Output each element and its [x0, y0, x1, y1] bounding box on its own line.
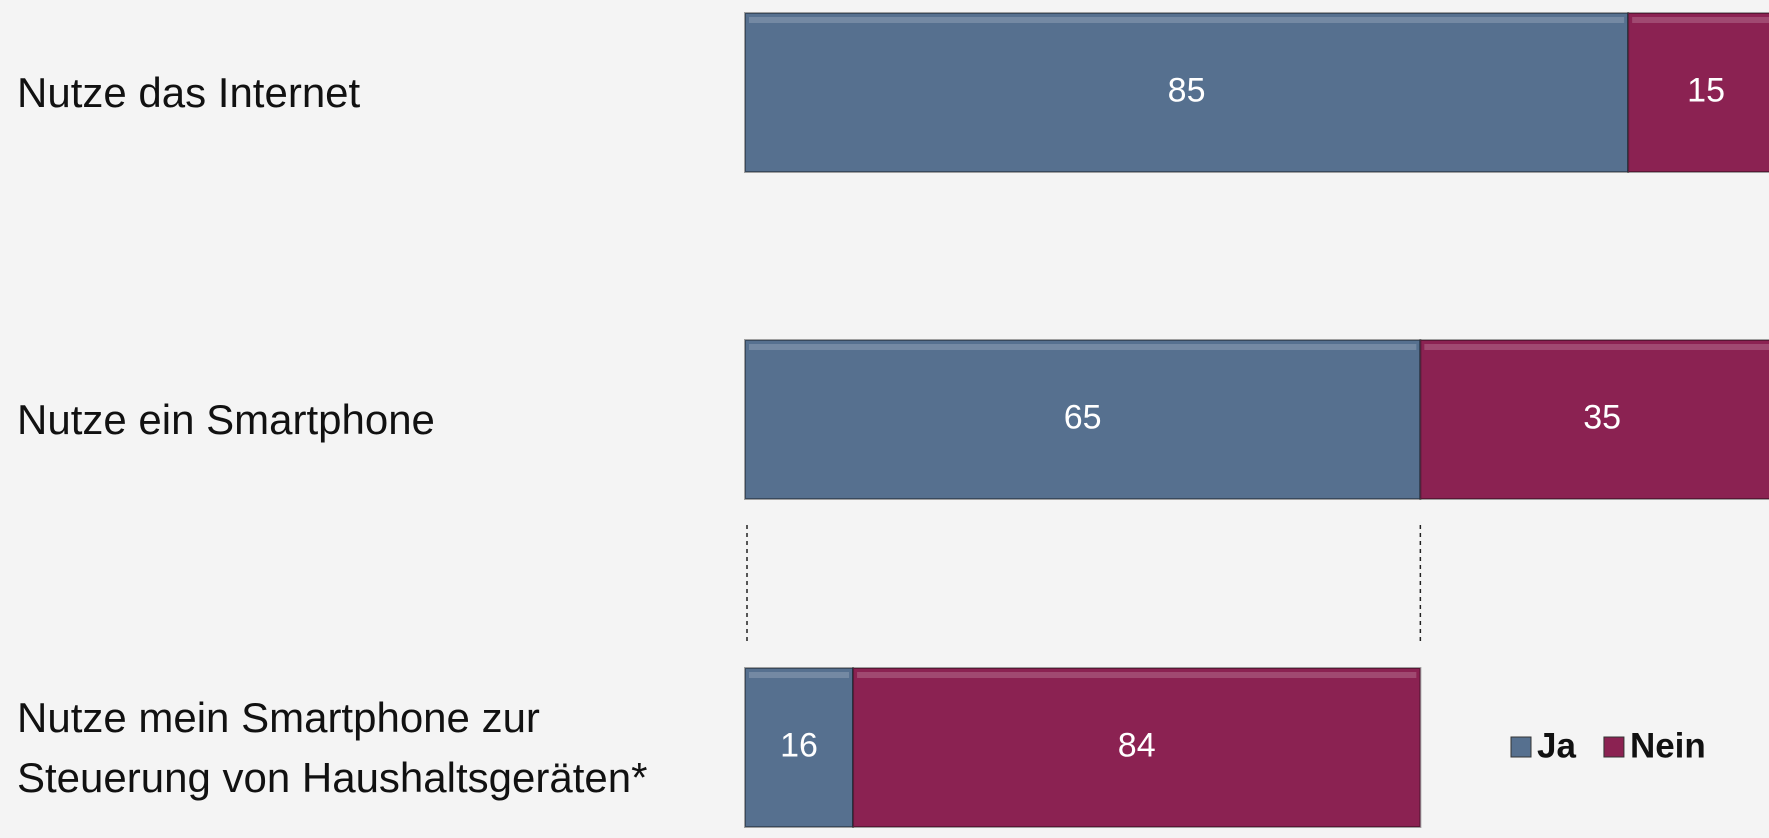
value-label: 84	[1118, 726, 1156, 764]
bar-segment	[1419, 339, 1769, 500]
legend-swatch	[1603, 736, 1625, 758]
value-label: 35	[1583, 398, 1621, 436]
legend-label: Nein	[1630, 726, 1706, 765]
value-label: 85	[1168, 71, 1206, 109]
bar-highlight	[749, 672, 850, 678]
bar-highlight	[749, 344, 1417, 350]
bar-highlight	[1424, 344, 1769, 350]
bar-segment	[1627, 12, 1769, 173]
bar-segment	[744, 12, 1630, 173]
bar-segment	[852, 667, 1422, 828]
bar-segment	[744, 339, 1422, 500]
value-label: 16	[780, 726, 818, 764]
value-label: 15	[1687, 71, 1725, 109]
bar-highlight	[857, 672, 1417, 678]
legend-label: Ja	[1537, 726, 1576, 765]
category-label: Nutze ein Smartphone	[17, 395, 435, 443]
value-label: 65	[1064, 398, 1102, 436]
bar-highlight	[749, 17, 1625, 23]
category-label: Nutze das Internet	[17, 68, 361, 116]
category-label: Nutze mein Smartphone zur Steuerung von …	[17, 693, 648, 801]
bar-segment	[744, 667, 855, 828]
legend-swatch	[1510, 736, 1532, 758]
bar-highlight	[1632, 17, 1769, 23]
